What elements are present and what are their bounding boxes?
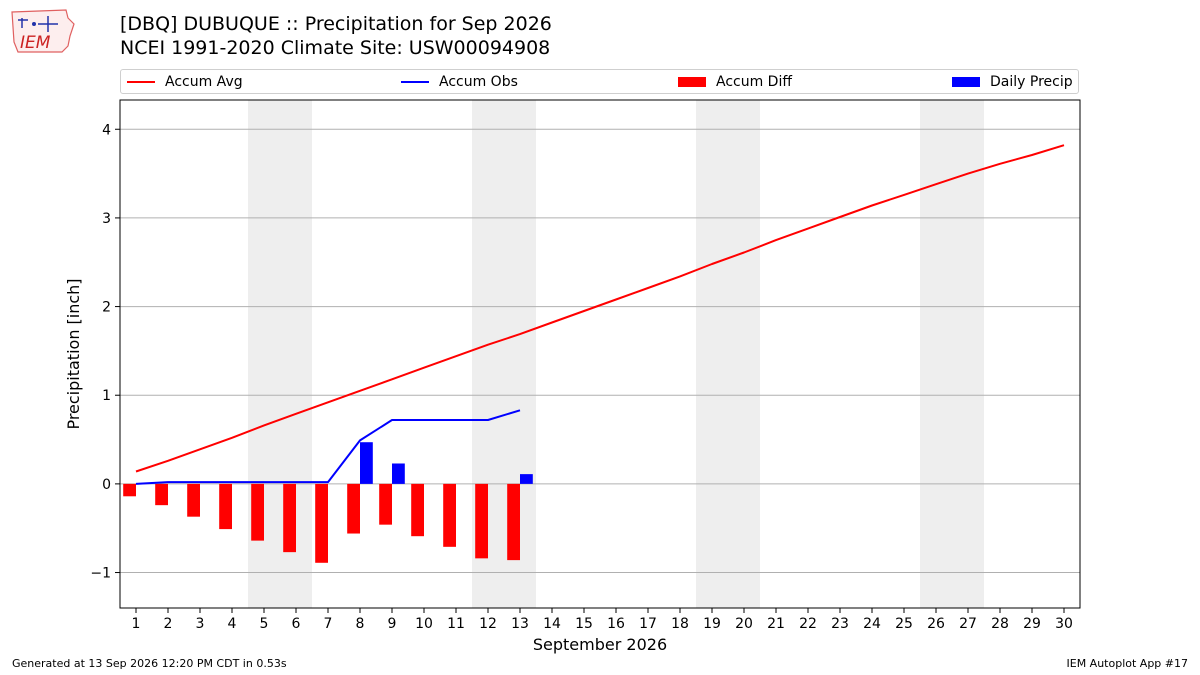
x-tick-label: 14 xyxy=(543,616,561,632)
legend-label-accum-obs: Accum Obs xyxy=(439,74,518,90)
y-axis-label: Precipitation [inch] xyxy=(64,278,83,429)
legend-label-accum-avg: Accum Avg xyxy=(165,74,243,90)
x-tick-label: 6 xyxy=(292,616,301,632)
grid-lines xyxy=(120,128,1080,574)
bar-accum-diff xyxy=(283,483,296,553)
bar-accum-diff xyxy=(315,483,328,563)
legend-item-accum-diff: Accum Diff xyxy=(678,73,792,91)
x-tick-label: 11 xyxy=(447,616,465,632)
x-tick-label: 29 xyxy=(1023,616,1041,632)
x-tick-label: 22 xyxy=(799,616,817,632)
legend-label-accum-diff: Accum Diff xyxy=(716,74,793,90)
bar-accum-diff xyxy=(475,483,488,559)
logo-text: IEM xyxy=(20,33,51,53)
generated-timestamp: Generated at 13 Sep 2026 12:20 PM CDT in… xyxy=(12,657,287,670)
y-tick-label: 3 xyxy=(102,211,111,227)
x-tick-label: 25 xyxy=(895,616,913,632)
x-tick-label: 19 xyxy=(703,616,721,632)
x-tick-label: 20 xyxy=(735,616,753,632)
legend-swatch-accum-avg xyxy=(127,81,155,83)
x-tick-label: 17 xyxy=(639,616,657,632)
iem-logo-graphic: IEM xyxy=(11,9,75,53)
legend-item-accum-obs: Accum Obs xyxy=(401,73,518,91)
bar-accum-diff xyxy=(507,483,520,561)
y-tick-label: 2 xyxy=(102,300,111,316)
x-tick-label: 18 xyxy=(671,616,689,632)
x-tick-label: 23 xyxy=(831,616,849,632)
chart-subtitle: NCEI 1991-2020 Climate Site: USW00094908 xyxy=(120,37,551,59)
bar-accum-diff xyxy=(123,483,136,497)
app-label: IEM Autoplot App #17 xyxy=(1066,657,1189,670)
x-tick-label: 3 xyxy=(196,616,205,632)
x-tick-label: 27 xyxy=(959,616,977,632)
x-tick-label: 16 xyxy=(607,616,625,632)
iem-logo: IEM xyxy=(8,6,76,58)
x-tick-label: 28 xyxy=(991,616,1009,632)
x-tick-label: 10 xyxy=(415,616,433,632)
series-lines xyxy=(135,144,1065,485)
x-tick-label: 9 xyxy=(388,616,397,632)
y-tick-label: 4 xyxy=(102,122,111,138)
bar-daily-precip xyxy=(360,442,373,484)
chart-title: [DBQ] DUBUQUE :: Precipitation for Sep 2… xyxy=(120,13,552,35)
bar-daily-precip xyxy=(392,463,405,484)
bar-accum-diff xyxy=(443,483,456,547)
x-tick-label: 26 xyxy=(927,616,945,632)
y-tick-label: −1 xyxy=(90,566,111,582)
y-axis-ticks: −1 0 1 2 3 4 xyxy=(90,122,120,582)
x-tick-label: 15 xyxy=(575,616,593,632)
bar-daily-precip xyxy=(520,474,533,484)
x-tick-label: 13 xyxy=(511,616,529,632)
chart-legend: Accum Avg Accum Obs Accum Diff Daily Pre… xyxy=(120,69,1079,94)
y-tick-label: 1 xyxy=(102,388,111,404)
legend-swatch-accum-obs xyxy=(401,81,429,83)
x-tick-label: 2 xyxy=(164,616,173,632)
x-axis-label: September 2026 xyxy=(533,635,667,654)
bar-accum-diff xyxy=(347,483,360,534)
legend-item-daily-precip: Daily Precip xyxy=(952,73,1073,91)
x-tick-label: 4 xyxy=(228,616,237,632)
bar-accum-diff xyxy=(187,483,200,517)
legend-item-accum-avg: Accum Avg xyxy=(127,73,243,91)
plot-frame xyxy=(119,99,1081,609)
legend-swatch-daily-precip xyxy=(952,77,980,87)
bar-accum-diff xyxy=(411,483,424,537)
x-tick-label: 5 xyxy=(260,616,269,632)
line-accum-avg xyxy=(135,144,1065,473)
line-accum-obs xyxy=(135,409,521,485)
x-tick-label: 1 xyxy=(132,616,141,632)
bars xyxy=(123,442,533,563)
bar-accum-diff xyxy=(251,483,264,541)
bar-accum-diff xyxy=(379,483,392,525)
weekend-band xyxy=(696,100,760,608)
x-axis-ticks: 1 2 3 4 5 6 7 8 9 10 11 12 13 14 15 16 17 18 19 20 21 22 23 24 2… xyxy=(132,608,1073,632)
legend-swatch-accum-diff xyxy=(678,77,706,87)
x-tick-label: 7 xyxy=(324,616,333,632)
weekend-band xyxy=(920,100,984,608)
x-tick-label: 30 xyxy=(1055,616,1073,632)
x-tick-label: 12 xyxy=(479,616,497,632)
bar-accum-diff xyxy=(219,483,232,530)
y-tick-label: 0 xyxy=(102,477,111,493)
x-tick-label: 8 xyxy=(356,616,365,632)
x-tick-label: 24 xyxy=(863,616,881,632)
bar-accum-diff xyxy=(155,483,168,506)
legend-label-daily-precip: Daily Precip xyxy=(990,74,1073,90)
x-tick-label: 21 xyxy=(767,616,785,632)
